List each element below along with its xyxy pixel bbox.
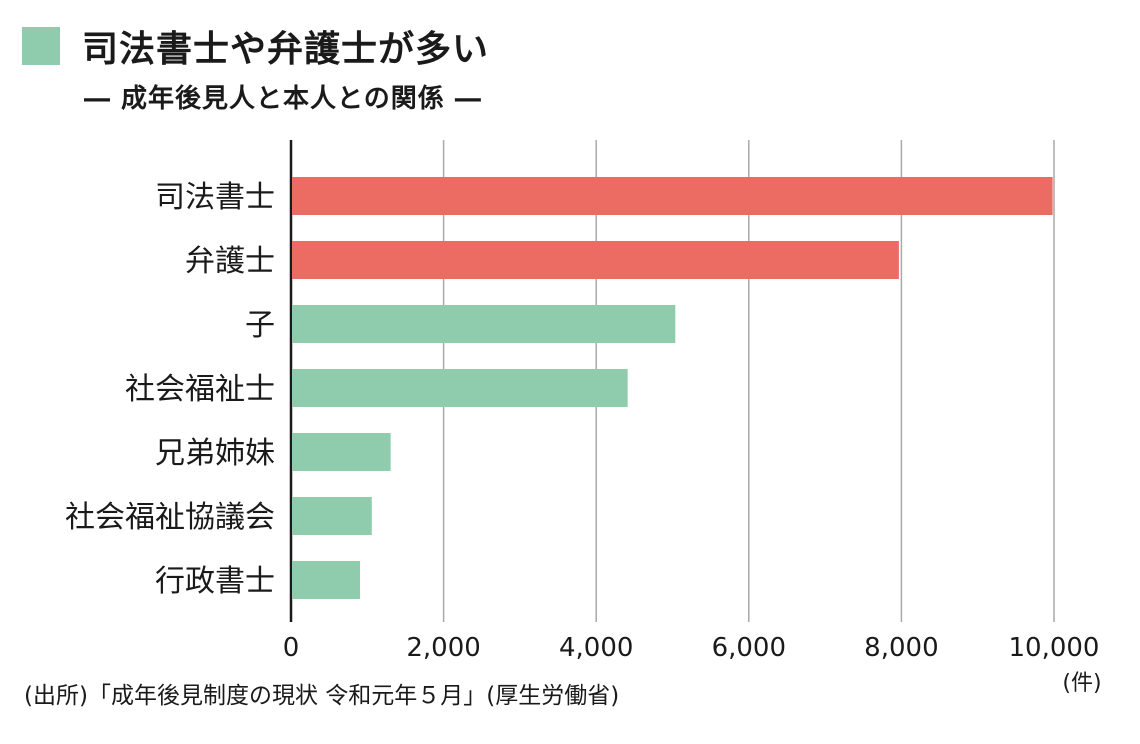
category-label: 社会福祉協議会	[65, 500, 275, 535]
x-tick-label: 10,000	[1009, 633, 1100, 663]
category-label: 社会福祉士	[125, 372, 275, 407]
bar	[292, 305, 676, 343]
bar	[292, 561, 361, 599]
category-label: 弁護士	[185, 244, 275, 279]
category-label: 司法書士	[155, 180, 275, 215]
x-unit-label: (件)	[1062, 671, 1101, 696]
bar	[292, 177, 1053, 215]
x-tick-label: 2,000	[406, 633, 480, 663]
bar	[292, 369, 628, 407]
source-note: (出所)「成年後見制度の現状 令和元年５月」(厚生労働省)	[24, 683, 620, 709]
title-text: 司法書士や弁護士が多い	[82, 29, 490, 70]
x-tick-label: 8,000	[864, 633, 938, 663]
x-tick-label: 6,000	[712, 633, 786, 663]
x-tick-label: 4,000	[559, 633, 633, 663]
category-label: 子	[245, 308, 275, 343]
chart-title: 司法書士や弁護士が多い	[22, 22, 489, 70]
x-tick-label: 0	[283, 633, 300, 663]
title-color-square	[22, 27, 60, 65]
bar	[292, 241, 899, 279]
category-label: 行政書士	[155, 564, 275, 599]
category-label: 兄弟姉妹	[155, 436, 275, 471]
chart-subtitle: ― 成年後見人と本人との関係 ―	[84, 84, 482, 114]
bar	[292, 497, 372, 535]
bar	[292, 433, 391, 471]
